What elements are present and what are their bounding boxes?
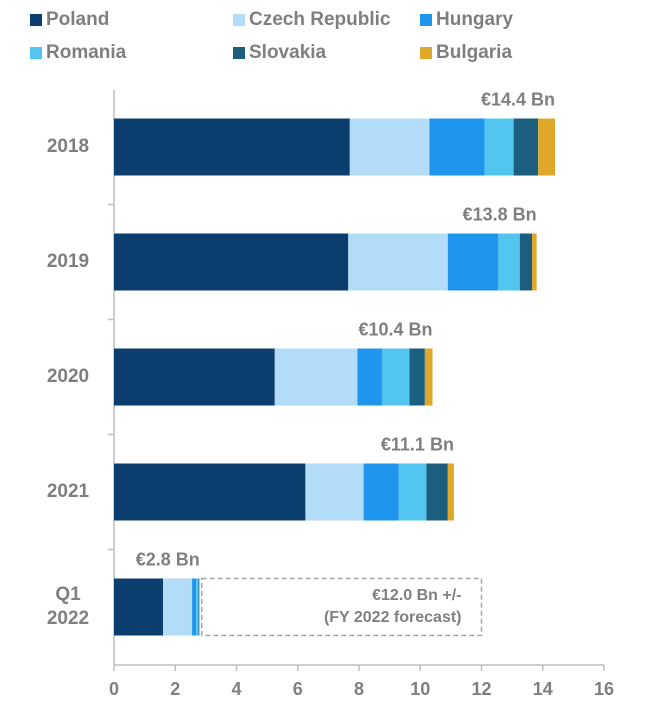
total-label: €13.8 Bn [463, 204, 537, 224]
bar-segment [274, 348, 358, 406]
legend-swatch [233, 47, 245, 59]
bar-segment [305, 463, 364, 521]
legend-swatch [420, 47, 432, 59]
bar-segment [426, 463, 448, 521]
legend-label: Czech Republic [249, 9, 391, 30]
bar-segment [114, 233, 349, 291]
legend-swatch [30, 14, 42, 26]
total-label: €14.4 Bn [481, 89, 555, 109]
bar-segment [538, 118, 555, 176]
legend-label: Hungary [436, 9, 514, 30]
bar-segment [357, 348, 382, 406]
bar-segment [163, 578, 193, 636]
bar-segment [363, 463, 399, 521]
bar-segment [429, 118, 485, 176]
x-tick-label: 8 [354, 679, 364, 699]
legend-swatch [233, 14, 245, 26]
bar-segment [498, 233, 520, 291]
legend-label: Romania [46, 42, 127, 63]
bar-segment [198, 578, 200, 636]
total-label: €10.4 Bn [358, 319, 432, 339]
bar-segment [114, 118, 350, 176]
x-tick-label: 0 [109, 679, 119, 699]
bar-segment [114, 578, 163, 636]
forecast-label: (FY 2022 forecast) [324, 609, 462, 626]
legend-label: Slovakia [249, 42, 327, 63]
total-label: €2.8 Bn [136, 549, 200, 569]
bar-segment [532, 233, 537, 291]
x-tick-label: 4 [231, 679, 241, 699]
x-tick-label: 10 [410, 679, 430, 699]
bar-segment [447, 463, 454, 521]
bar-segment [484, 118, 514, 176]
legend-label: Poland [46, 9, 109, 30]
bar-segment [196, 578, 199, 636]
bar-segment [519, 233, 533, 291]
x-tick-label: 16 [594, 679, 614, 699]
legend-label: Bulgaria [436, 42, 512, 63]
bar-segment [114, 463, 306, 521]
category-label: 2019 [46, 251, 90, 272]
legend-swatch [420, 14, 432, 26]
bar-segment [424, 348, 433, 406]
category-label: 2018 [46, 136, 90, 157]
bar-segment [349, 118, 430, 176]
bar-segment [381, 348, 410, 406]
x-tick-label: 14 [533, 679, 553, 699]
bar-segment [199, 578, 200, 636]
bar-segment [447, 233, 499, 291]
category-label: 2020 [46, 366, 90, 387]
bar-segment [398, 463, 427, 521]
forecast-label: €12.0 Bn +/- [372, 587, 461, 604]
x-tick-label: 2 [170, 679, 180, 699]
total-label: €11.1 Bn [381, 434, 454, 454]
x-tick-label: 12 [471, 679, 491, 699]
bar-segment [409, 348, 425, 406]
bar-segment [348, 233, 448, 291]
bar-segment [192, 578, 197, 636]
bar-segment [114, 348, 275, 406]
forecast-box [201, 577, 483, 637]
x-tick-label: 6 [293, 679, 303, 699]
legend-swatch [30, 47, 42, 59]
bar-segment [513, 118, 539, 176]
category-label: 2021 [46, 481, 90, 502]
category-label: Q1 2022 [46, 584, 90, 629]
